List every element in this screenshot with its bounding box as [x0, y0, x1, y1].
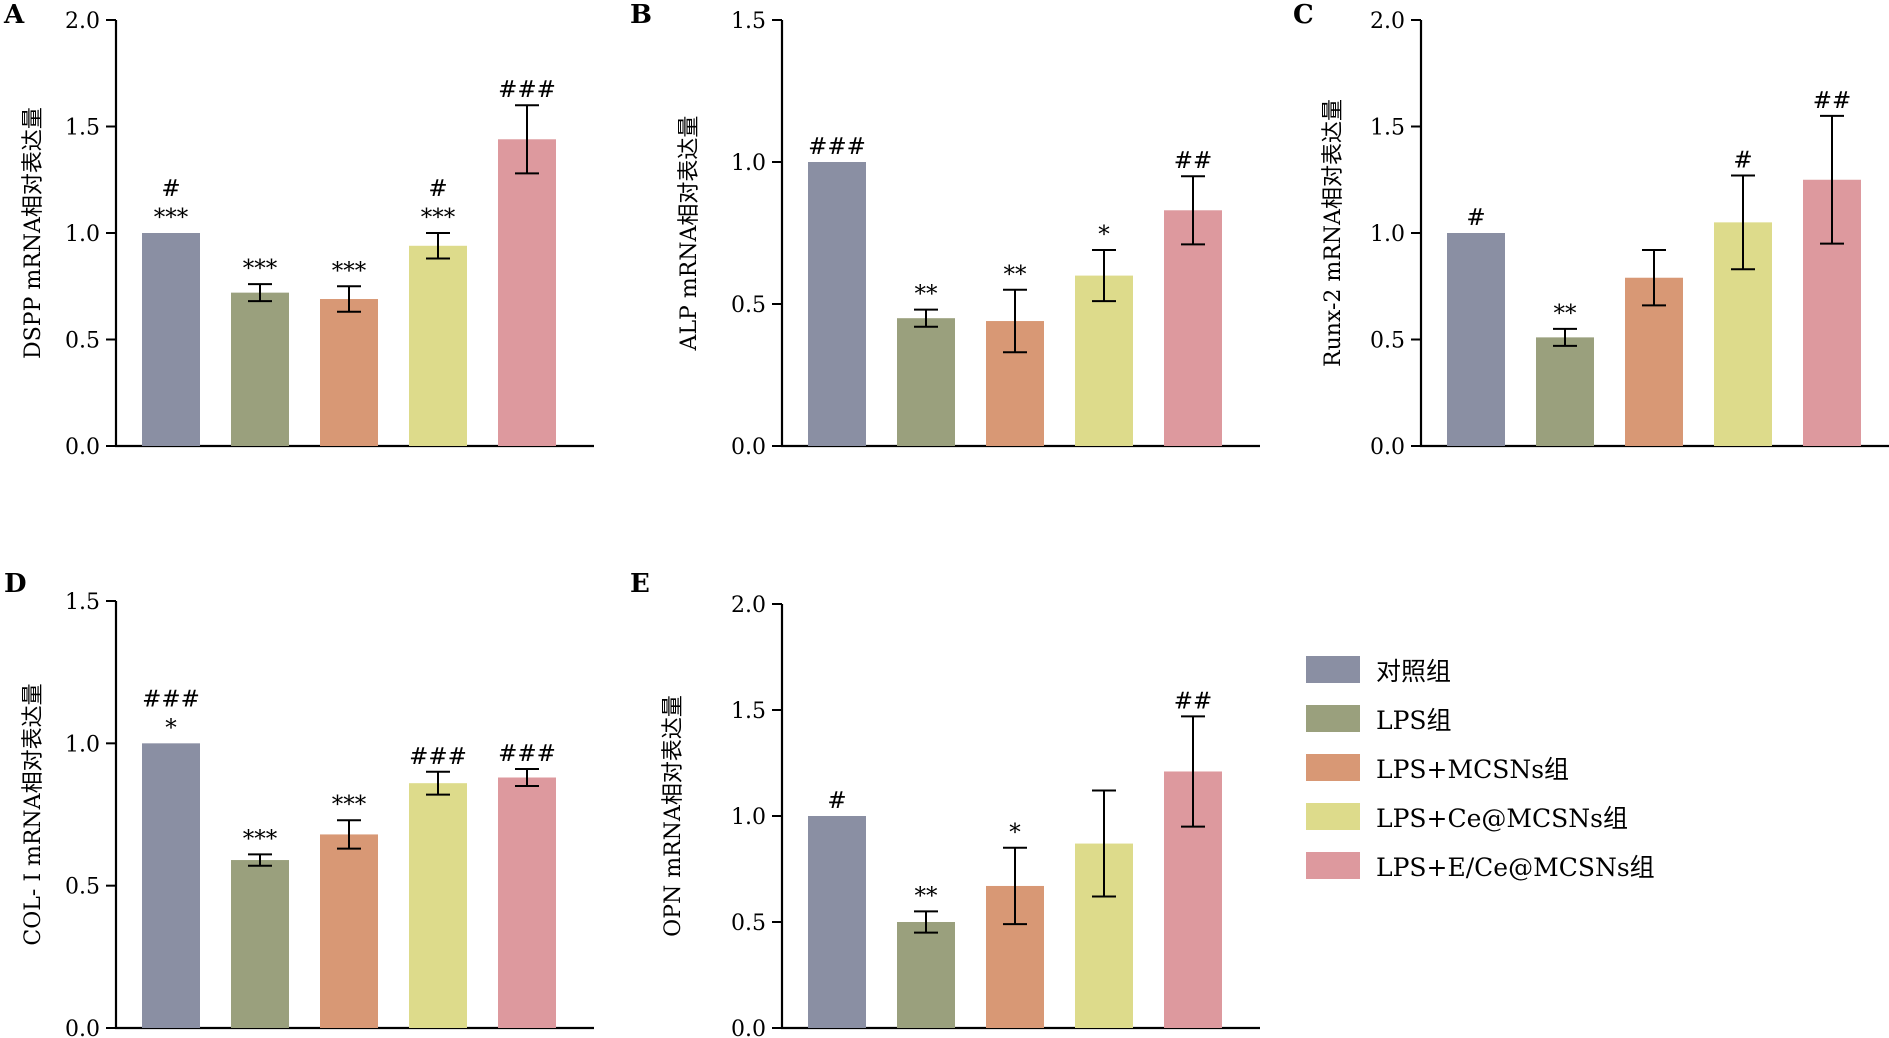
legend-label: LPS+Ce@MCSNs组: [1376, 803, 1628, 833]
legend-swatch: [1306, 656, 1360, 683]
y-axis-label: COL- Ⅰ mRNA相对表达量: [21, 683, 46, 945]
y-tick-label: 1.5: [731, 9, 766, 34]
panel-letter: B: [630, 0, 652, 30]
bar: [1164, 210, 1222, 446]
y-tick-label: 0.5: [65, 329, 100, 354]
significance-label: *: [1009, 820, 1021, 846]
bar: [231, 292, 289, 446]
significance-label: ###: [498, 77, 556, 103]
panel-A: A 0.0 0.5 1.0 1.5 2.0 DSPP mRNA相对表达量 # *** *** ***…: [3, 0, 594, 460]
bar: [897, 922, 955, 1028]
significance-label: ***: [243, 826, 278, 852]
significance-label: ###: [808, 134, 866, 160]
bar: [808, 162, 866, 446]
bar: [1075, 275, 1133, 446]
legend-swatch: [1306, 754, 1360, 781]
panel-letter: D: [4, 569, 27, 599]
y-tick-label: 0.5: [65, 875, 100, 900]
legend-label: 对照组: [1376, 656, 1452, 686]
bar: [142, 233, 200, 446]
bar: [320, 834, 378, 1028]
bar: [498, 139, 556, 446]
legend-swatch: [1306, 852, 1360, 879]
y-tick-label: 1.0: [731, 151, 766, 176]
significance-label: #: [1733, 147, 1752, 173]
bar: [498, 777, 556, 1028]
y-tick-label: 1.5: [65, 116, 100, 141]
significance-label: ##: [1813, 88, 1852, 114]
significance-label: *: [1098, 222, 1110, 248]
significance-label: **: [1554, 301, 1578, 327]
y-tick-label: 0.0: [65, 1017, 100, 1038]
significance-label: ###: [409, 744, 467, 770]
legend-swatch: [1306, 803, 1360, 830]
y-tick-label: 1.0: [731, 805, 766, 830]
legend: 对照组 LPS组 LPS+MCSNs组 LPS+Ce@MCSNs组 LPS+E/…: [1306, 645, 1655, 890]
significance-label: ***: [154, 205, 189, 231]
significance-label: ###: [142, 686, 200, 712]
significance-label: *: [165, 715, 177, 741]
bar: [231, 860, 289, 1028]
legend-item: 对照组: [1306, 645, 1655, 694]
significance-label: ***: [243, 256, 278, 282]
significance-label: **: [915, 883, 939, 909]
significance-label: ***: [332, 258, 367, 284]
panel-letter: A: [3, 0, 25, 30]
significance-label: **: [915, 282, 939, 308]
bar: [808, 816, 866, 1028]
y-tick-label: 0.0: [65, 435, 100, 460]
y-tick-label: 1.0: [65, 222, 100, 247]
y-tick-label: 0.0: [731, 435, 766, 460]
significance-label: #: [827, 788, 846, 814]
bar: [142, 743, 200, 1028]
significance-label: #: [161, 176, 180, 202]
significance-label: **: [1004, 262, 1028, 288]
legend-label: LPS+E/Ce@MCSNs组: [1376, 852, 1655, 882]
y-tick-label: 2.0: [1370, 9, 1405, 34]
bar: [1536, 337, 1594, 446]
significance-label: ***: [332, 792, 367, 818]
panel-letter: C: [1293, 0, 1314, 30]
significance-label: ***: [421, 205, 456, 231]
y-tick-label: 1.0: [65, 732, 100, 757]
bar: [409, 245, 467, 446]
y-tick-label: 0.5: [1370, 329, 1405, 354]
bar: [897, 318, 955, 446]
legend-item: LPS+MCSNs组: [1306, 743, 1655, 792]
y-axis-label: DSPP mRNA相对表达量: [21, 107, 46, 359]
y-tick-label: 1.5: [731, 699, 766, 724]
bar: [1447, 233, 1505, 446]
significance-label: #: [428, 176, 447, 202]
y-tick-label: 1.5: [1370, 116, 1405, 141]
bar: [320, 299, 378, 446]
y-axis-label: Runx-2 mRNA相对表达量: [1321, 99, 1346, 367]
legend-item: LPS组: [1306, 694, 1655, 743]
y-tick-label: 1.0: [1370, 222, 1405, 247]
y-tick-label: 2.0: [731, 593, 766, 618]
y-axis-label: ALP mRNA相对表达量: [677, 116, 702, 352]
significance-label: ###: [498, 741, 556, 767]
y-tick-label: 2.0: [65, 9, 100, 34]
legend-label: LPS组: [1376, 705, 1452, 735]
significance-label: ##: [1174, 688, 1213, 714]
y-tick-label: 0.0: [1370, 435, 1405, 460]
y-tick-label: 0.5: [731, 293, 766, 318]
significance-label: #: [1466, 205, 1485, 231]
legend-item: LPS+E/Ce@MCSNs组: [1306, 841, 1655, 890]
legend-label: LPS+MCSNs组: [1376, 754, 1570, 784]
y-axis-label: OPN mRNA相对表达量: [661, 695, 686, 937]
y-tick-label: 1.5: [65, 590, 100, 615]
y-tick-label: 0.0: [731, 1017, 766, 1038]
legend-swatch: [1306, 705, 1360, 732]
significance-label: ##: [1174, 148, 1213, 174]
bar: [409, 783, 467, 1028]
y-tick-label: 0.5: [731, 911, 766, 936]
legend-item: LPS+Ce@MCSNs组: [1306, 792, 1655, 841]
panel-letter: E: [630, 569, 650, 599]
